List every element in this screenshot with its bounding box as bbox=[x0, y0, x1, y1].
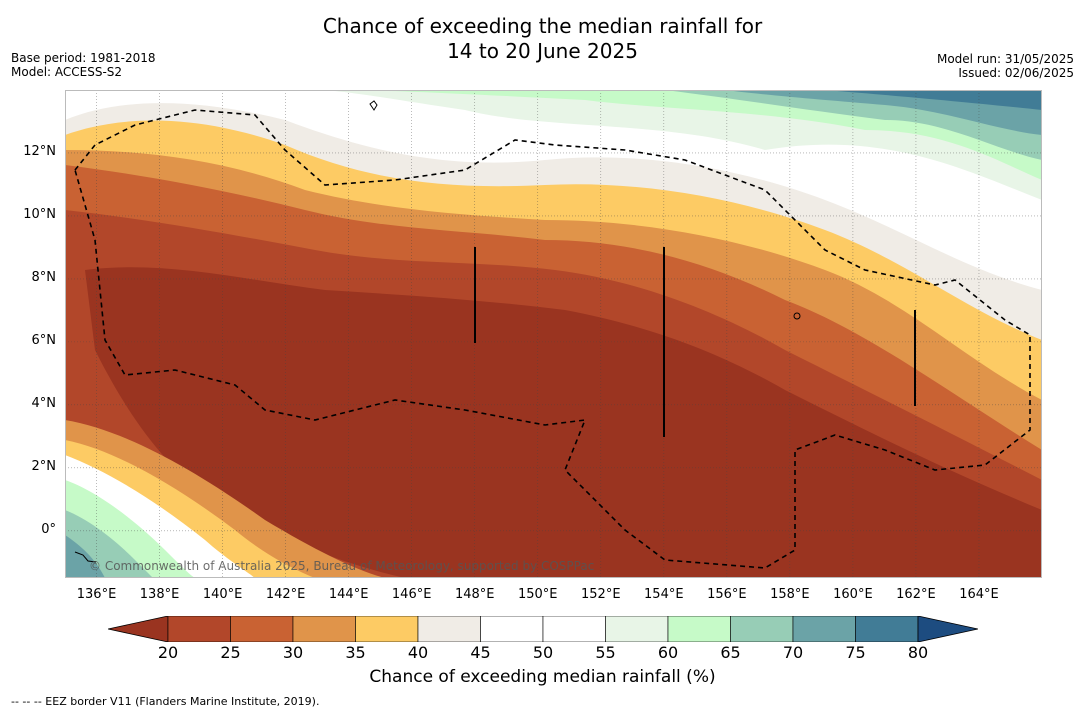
colorbar-tick-label: 30 bbox=[282, 643, 304, 662]
longitude-label: 156°E bbox=[707, 587, 747, 602]
map-frame bbox=[65, 90, 1042, 578]
title-line-2: 14 to 20 June 2025 bbox=[447, 39, 638, 63]
colorbar-segment bbox=[230, 615, 294, 643]
run-info: Model run: 31/05/2025 Issued: 02/06/2025 bbox=[937, 52, 1074, 80]
issued-date: Issued: 02/06/2025 bbox=[958, 66, 1074, 80]
colorbar-segment bbox=[855, 615, 919, 643]
latitude-label: 4°N bbox=[31, 395, 57, 411]
model-name: Model: ACCESS-S2 bbox=[11, 65, 123, 79]
colorbar-tick-label: 20 bbox=[157, 643, 179, 662]
copyright-credit: © Commonwealth of Australia 2025, Bureau… bbox=[89, 559, 595, 573]
island-outline bbox=[369, 100, 378, 111]
colorbar-tick-label: 50 bbox=[532, 643, 554, 662]
longitude-label: 138°E bbox=[139, 587, 180, 602]
eez-border bbox=[74, 109, 1031, 569]
colorbar bbox=[107, 615, 979, 646]
colorbar-tick-label: 70 bbox=[782, 643, 804, 662]
colorbar-tick-label: 40 bbox=[407, 643, 429, 662]
longitude-label: 142°E bbox=[265, 587, 306, 602]
colorbar-segment bbox=[542, 615, 606, 643]
colorbar-segment bbox=[480, 615, 544, 643]
latitude-label: 8°N bbox=[31, 269, 57, 285]
colorbar-segment bbox=[730, 615, 794, 643]
colorbar-tick-label: 45 bbox=[470, 643, 491, 662]
colorbar-tick-label: 60 bbox=[657, 643, 679, 662]
graticule bbox=[65, 90, 1042, 578]
colorbar-segment bbox=[417, 615, 481, 643]
colorbar-segment bbox=[355, 615, 419, 643]
latitude-label: 6°N bbox=[31, 332, 57, 348]
latitude-label: 2°N bbox=[31, 458, 57, 474]
longitude-label: 158°E bbox=[770, 587, 810, 602]
longitude-label: 160°E bbox=[833, 587, 873, 602]
colorbar-segment bbox=[167, 615, 231, 643]
longitude-label: 144°E bbox=[328, 587, 369, 602]
colorbar-segment bbox=[292, 615, 356, 643]
eez-footnote: -- -- -- EEZ border V11 (Flanders Marine… bbox=[11, 695, 320, 708]
model-run: Model run: 31/05/2025 bbox=[936, 52, 1074, 66]
map-title: Chance of exceeding the median rainfall … bbox=[0, 14, 1085, 64]
title-line-1: Chance of exceeding the median rainfall … bbox=[322, 14, 763, 38]
longitude-label: 164°E bbox=[959, 587, 999, 602]
colorbar-extend-high bbox=[917, 615, 979, 643]
longitude-label: 146°E bbox=[391, 587, 432, 602]
longitude-label: 152°E bbox=[581, 587, 621, 602]
island-outline bbox=[74, 551, 97, 563]
longitude-label: 148°E bbox=[454, 587, 495, 602]
model-info: Base period: 1981-2018 Model: ACCESS-S2 bbox=[11, 51, 156, 79]
rainfall-map bbox=[65, 90, 1042, 578]
longitude-label: 150°E bbox=[517, 587, 558, 602]
colorbar-tick-label: 75 bbox=[845, 643, 866, 662]
band-75-80 bbox=[825, 90, 1042, 110]
colorbar-extend-low bbox=[107, 615, 169, 643]
latitude-label: 12°N bbox=[23, 143, 56, 159]
colorbar-tick-label: 65 bbox=[720, 643, 741, 662]
longitude-label: 154°E bbox=[644, 587, 684, 602]
sw-band-70-75 bbox=[65, 535, 105, 578]
latitude-label: 0° bbox=[41, 521, 56, 537]
colorbar-tick-label: 55 bbox=[595, 643, 616, 662]
longitude-label: 136°E bbox=[76, 587, 117, 602]
colorbar-graphic bbox=[107, 615, 979, 643]
colorbar-title: Chance of exceeding median rainfall (%) bbox=[369, 667, 716, 687]
island-outline bbox=[793, 312, 801, 320]
longitude-label: 140°E bbox=[202, 587, 243, 602]
colorbar-segment bbox=[667, 615, 731, 643]
colorbar-tick-label: 80 bbox=[907, 643, 929, 662]
base-period: Base period: 1981-2018 bbox=[11, 51, 156, 65]
colorbar-tick-label: 35 bbox=[345, 643, 366, 662]
latitude-label: 10°N bbox=[23, 206, 56, 222]
colorbar-segment bbox=[605, 615, 669, 643]
rainfall-map-canvas bbox=[65, 90, 1042, 578]
colorbar-segment bbox=[792, 615, 856, 643]
colorbar-tick-label: 25 bbox=[220, 643, 241, 662]
longitude-label: 162°E bbox=[896, 587, 936, 602]
